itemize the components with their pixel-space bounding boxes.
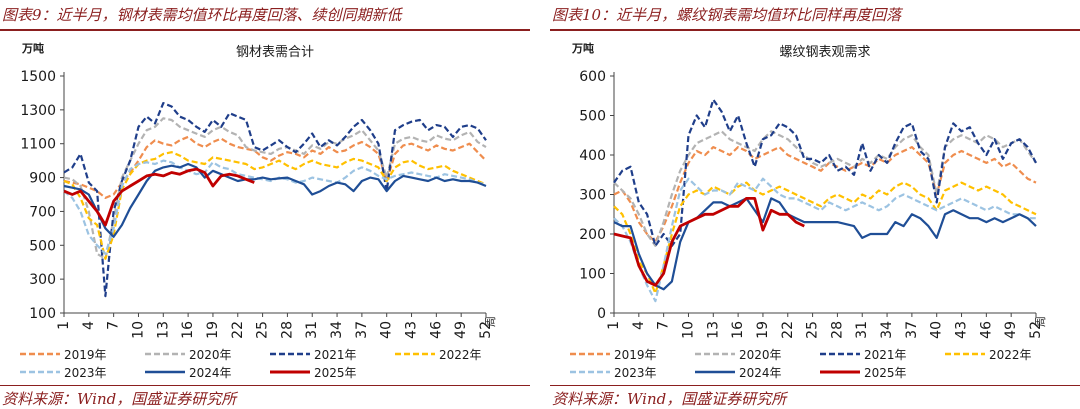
series-line-2022 bbox=[613, 181, 1037, 295]
source-note: 资料来源：Wind，国盛证券研究所 bbox=[2, 390, 237, 408]
y-tick-label: 1500 bbox=[20, 69, 56, 85]
series-line-2024 bbox=[63, 162, 487, 238]
x-tick-label: 52 bbox=[1028, 321, 1044, 339]
series-line-2025 bbox=[63, 167, 255, 227]
series-line-2019 bbox=[613, 145, 1037, 243]
y-tick-label: 100 bbox=[579, 267, 606, 283]
y-tick-label: 200 bbox=[579, 227, 606, 243]
figure-title: 图表10：近半月，螺纹钢表需均值环比同样再度回落 bbox=[552, 6, 902, 24]
legend-label: 2023年 bbox=[64, 366, 107, 380]
x-tick-label: 16 bbox=[180, 321, 196, 339]
x-tick-label: 46 bbox=[978, 321, 994, 339]
legend-label: 2021年 bbox=[314, 348, 357, 362]
x-tick-label: 49 bbox=[1003, 321, 1019, 339]
left-panel: 图表9：近半月，钢材表需均值环比再度回落、续创同期新低 钢材表需合计 万吨 100 3… bbox=[0, 0, 530, 409]
legend-label: 2021年 bbox=[864, 348, 907, 362]
legend-label: 2019年 bbox=[64, 348, 107, 362]
x-tick-label: 7 bbox=[656, 321, 672, 330]
x-tick-label: 43 bbox=[954, 321, 970, 339]
series-line-2020 bbox=[63, 117, 487, 260]
x-tick-label: 37 bbox=[354, 321, 370, 339]
series-line-2019 bbox=[63, 135, 487, 199]
series-line-2023 bbox=[613, 177, 1036, 303]
chart-title: 螺纹钢表观需求 bbox=[779, 45, 870, 60]
x-tick-label: 1 bbox=[606, 321, 622, 330]
rebar-demand-chart: 螺纹钢表观需求 万吨 0 100 200 300 400 500 600 1 4 7 10 13 16 19 2… bbox=[570, 41, 1047, 380]
x-tick-label: 28 bbox=[829, 321, 845, 339]
x-tick-label: 19 bbox=[205, 321, 221, 339]
legend-label: 2025年 bbox=[314, 366, 357, 380]
x-tick-label: 10 bbox=[130, 321, 146, 339]
series-line-2025 bbox=[613, 196, 805, 287]
x-tick-label: 40 bbox=[929, 321, 945, 339]
series-line-2020 bbox=[613, 130, 1037, 247]
steel-demand-chart: 钢材表需合计 万吨 100 300 500 700 900 1100 1300 1500 1 4 7 10… bbox=[20, 41, 497, 380]
x-tick-label: 40 bbox=[379, 321, 395, 339]
x-tick-label: 10 bbox=[680, 321, 696, 339]
x-tick-label: 4 bbox=[631, 321, 647, 330]
y-tick-label: 300 bbox=[579, 188, 606, 204]
legend-label: 2022年 bbox=[439, 348, 482, 362]
y-tick-label: 500 bbox=[29, 238, 56, 254]
x-tick-label: 25 bbox=[805, 321, 821, 339]
source-rule bbox=[550, 385, 1080, 386]
x-tick-label: 16 bbox=[730, 321, 746, 339]
x-tick-label: 13 bbox=[155, 321, 171, 339]
series-line-2024 bbox=[613, 197, 1037, 291]
x-tick-label: 22 bbox=[780, 321, 796, 339]
right-panel: 图表10：近半月，螺纹钢表需均值环比同样再度回落 螺纹钢表观需求 万吨 0 100 20… bbox=[550, 0, 1080, 409]
y-tick-label: 900 bbox=[29, 171, 56, 187]
legend-label: 2024年 bbox=[189, 366, 232, 380]
x-tick-label: 49 bbox=[453, 321, 469, 339]
y-tick-label: 0 bbox=[597, 306, 606, 322]
x-tick-label: 28 bbox=[279, 321, 295, 339]
x-tick-label: 52 bbox=[478, 321, 494, 339]
y-tick-label: 300 bbox=[29, 272, 56, 288]
source-note: 资料来源：Wind，国盛证券研究所 bbox=[552, 390, 787, 408]
series-line-2021 bbox=[63, 101, 487, 298]
series-line-2022 bbox=[63, 151, 487, 260]
y-axis-unit: 万吨 bbox=[571, 41, 594, 55]
x-tick-label: 1 bbox=[56, 321, 72, 330]
x-axis-unit: 周 bbox=[484, 316, 497, 327]
source-rule bbox=[0, 385, 530, 386]
x-tick-label: 34 bbox=[329, 321, 345, 339]
legend-label: 2020年 bbox=[189, 348, 232, 362]
title-rule bbox=[550, 29, 1080, 31]
x-tick-label: 7 bbox=[106, 321, 122, 330]
legend-label: 2023年 bbox=[614, 366, 657, 380]
x-tick-label: 25 bbox=[255, 321, 271, 339]
series-line-2023 bbox=[63, 159, 487, 255]
x-tick-label: 46 bbox=[428, 321, 444, 339]
y-axis-unit: 万吨 bbox=[21, 41, 44, 55]
x-tick-label: 31 bbox=[304, 321, 320, 339]
legend-label: 2022年 bbox=[989, 348, 1032, 362]
legend-label: 2024年 bbox=[739, 366, 782, 380]
legend-label: 2020年 bbox=[739, 348, 782, 362]
x-tick-label: 37 bbox=[904, 321, 920, 339]
figure-title: 图表9：近半月，钢材表需均值环比再度回落、续创同期新低 bbox=[2, 6, 402, 24]
title-rule bbox=[0, 29, 530, 31]
legend-label: 2019年 bbox=[614, 348, 657, 362]
x-tick-label: 43 bbox=[404, 321, 420, 339]
x-tick-label: 19 bbox=[755, 321, 771, 339]
x-tick-label: 22 bbox=[230, 321, 246, 339]
chart-title: 钢材表需合计 bbox=[236, 45, 314, 60]
legend-label: 2025年 bbox=[864, 366, 907, 380]
x-axis-unit: 周 bbox=[1034, 316, 1047, 327]
x-tick-label: 13 bbox=[705, 321, 721, 339]
series-line-2021 bbox=[613, 98, 1037, 247]
y-tick-label: 1300 bbox=[20, 103, 56, 119]
y-tick-label: 600 bbox=[579, 69, 606, 85]
y-tick-label: 1100 bbox=[20, 137, 56, 153]
y-tick-label: 400 bbox=[579, 148, 606, 164]
x-tick-label: 4 bbox=[81, 321, 97, 330]
x-tick-label: 34 bbox=[879, 321, 895, 339]
y-tick-label: 100 bbox=[29, 306, 56, 322]
y-tick-label: 700 bbox=[29, 204, 56, 220]
x-tick-label: 31 bbox=[854, 321, 870, 339]
y-tick-label: 500 bbox=[579, 109, 606, 125]
